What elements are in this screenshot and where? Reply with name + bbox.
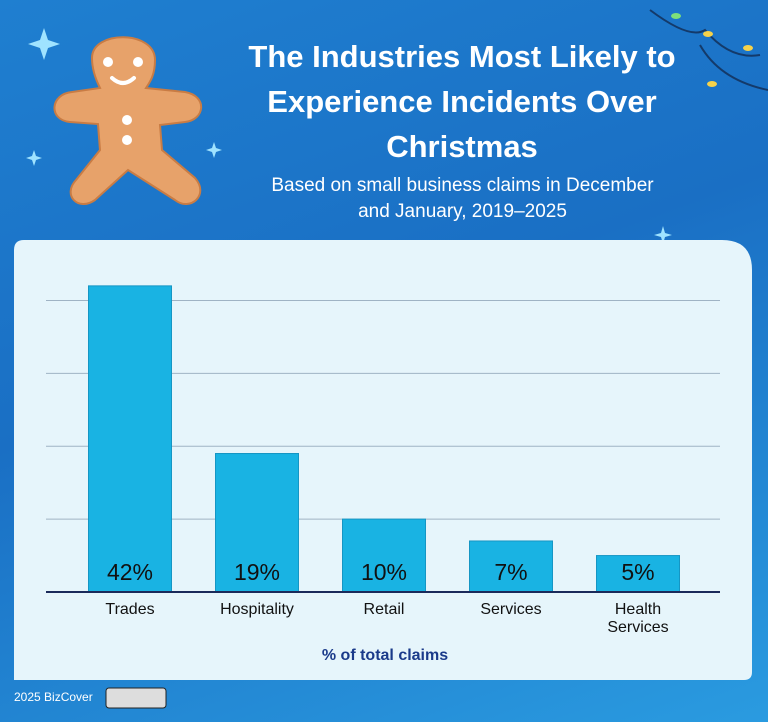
license-badge <box>105 687 167 709</box>
value-label: 42% <box>107 559 153 585</box>
bar <box>215 453 299 593</box>
sparkle <box>28 28 60 60</box>
sparkle <box>206 142 222 158</box>
value-label: 19% <box>234 559 280 585</box>
x-axis-label: % of total claims <box>321 647 449 664</box>
sparkle <box>654 226 672 244</box>
lights-wire <box>649 9 768 91</box>
value-label: 7% <box>494 559 527 585</box>
bar <box>469 540 553 593</box>
value-label: 10% <box>361 559 407 585</box>
x-tick-label: Hospitality <box>220 601 294 618</box>
footer: 2025 BizCover <box>14 690 93 704</box>
x-tick-label: Trades <box>105 601 155 618</box>
light <box>743 45 753 51</box>
bar <box>596 555 680 593</box>
chart-subtitle: Based on small business claims in Decemb… <box>271 175 654 222</box>
chart-panel <box>14 240 752 680</box>
chart-title: The Industries Most Likely to Experience… <box>248 39 676 164</box>
bar <box>88 285 172 593</box>
gingerbread <box>53 36 203 206</box>
x-tick-label: Retail <box>363 601 405 618</box>
light <box>671 13 681 19</box>
bar <box>342 518 426 593</box>
x-tick-label: Health Services <box>607 601 669 636</box>
sparkle <box>26 150 42 166</box>
light <box>707 81 717 87</box>
value-label: 5% <box>621 559 654 585</box>
x-tick-label: Services <box>480 601 542 618</box>
light <box>703 31 713 37</box>
